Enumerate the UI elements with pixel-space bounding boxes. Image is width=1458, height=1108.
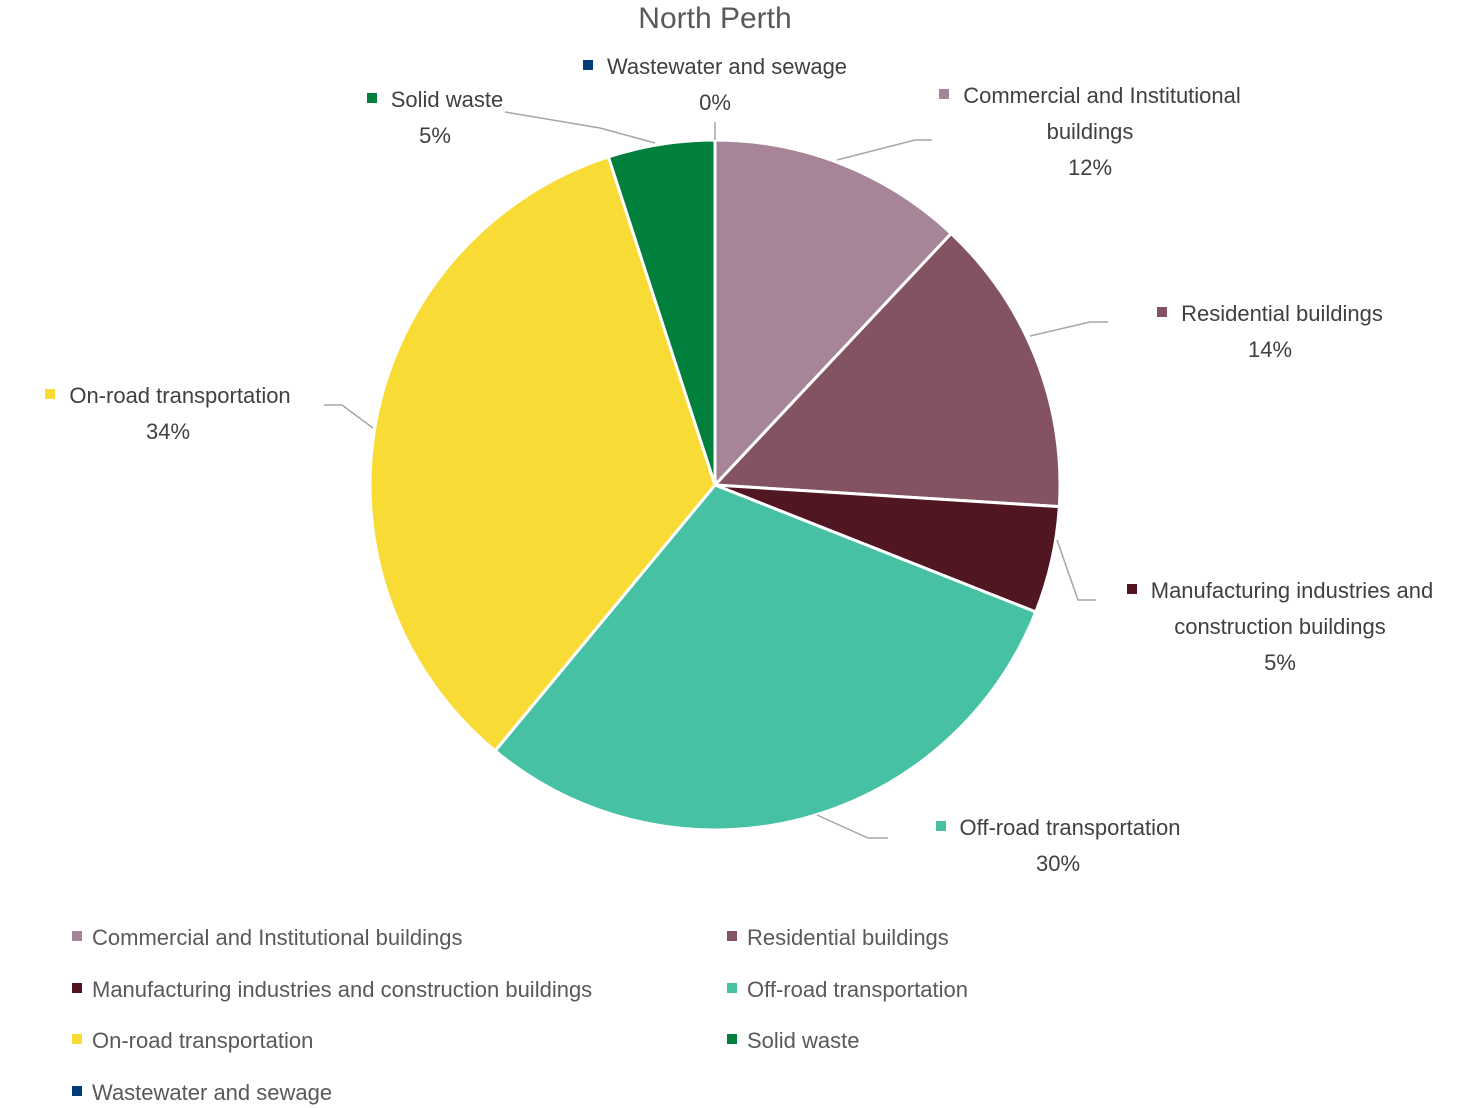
data-label-value: 12% [1067, 155, 1113, 180]
data-label: Off-road transportation 30% [888, 810, 1228, 882]
legend-marker [72, 931, 82, 942]
data-label-name: On-road transportation [69, 383, 291, 408]
legend-marker [72, 1085, 82, 1096]
data-label-name-line: Off-road transportation [888, 810, 1228, 846]
data-label-name-line: On-road transportation [0, 378, 336, 414]
data-label-name: Wastewater and sewage [606, 54, 848, 79]
leader-line [1029, 321, 1108, 337]
data-label-marker [582, 60, 593, 71]
data-label-name-line: Solid waste [330, 82, 540, 118]
legend-marker [727, 1034, 737, 1045]
data-label: Manufacturing industries and constructio… [1100, 573, 1458, 681]
legend-marker [727, 931, 737, 942]
legend-item: Off-road transportation [727, 975, 968, 1005]
leader-line [504, 111, 656, 144]
pie-slice [713, 138, 954, 489]
data-label-marker [45, 389, 56, 400]
legend-label: Wastewater and sewage [92, 1079, 333, 1105]
data-label-value: 5% [419, 123, 451, 148]
data-label: Residential buildings 14% [1105, 296, 1435, 368]
data-label-value: 5% [1264, 650, 1296, 675]
data-label-name-line: Wastewater and sewage [525, 49, 905, 85]
data-label: On-road transportation 34% [0, 378, 336, 450]
legend-item: Wastewater and sewage [72, 1078, 332, 1108]
data-label-value: 14% [1247, 337, 1293, 362]
data-label-name: Solid waste [390, 87, 504, 112]
legend-item: Manufacturing industries and constructio… [72, 975, 592, 1005]
data-label-name: Off-road transportation [959, 815, 1181, 840]
data-label: Wastewater and sewage 0% [525, 49, 905, 121]
data-label-name-line: Residential buildings [1105, 296, 1435, 332]
pie-slice [492, 483, 1038, 832]
legend-label: Residential buildings [747, 925, 949, 950]
legend-item: On-road transportation [72, 1026, 313, 1056]
pie-slice [711, 231, 1062, 509]
legend-label: Commercial and Institutional buildings [92, 925, 463, 950]
leader-line [324, 404, 374, 429]
legend-label: Off-road transportation [747, 976, 968, 1002]
data-label-marker [366, 93, 377, 104]
leader-line [816, 814, 888, 839]
data-label-marker [1126, 584, 1137, 595]
data-label-name: Residential buildings [1181, 301, 1383, 326]
legend-item: Commercial and Institutional buildings [72, 923, 463, 953]
data-label-name: Manufacturing industries and constructio… [1150, 578, 1434, 639]
pie-slice [368, 154, 717, 753]
legend-marker [72, 982, 82, 993]
data-label-name-line: Commercial and Institutional buildings [935, 78, 1245, 150]
legend-item: Residential buildings [727, 923, 949, 953]
legend-item: Solid waste [727, 1026, 860, 1056]
data-label: Commercial and Institutional buildings 12… [935, 78, 1245, 186]
data-label-value: 30% [1035, 851, 1081, 876]
leader-line [1056, 539, 1096, 601]
data-label-marker [1157, 307, 1168, 318]
legend-label: Manufacturing industries and constructio… [92, 976, 593, 1002]
data-label: Solid waste 5% [330, 82, 540, 154]
legend-label: On-road transportation [92, 1028, 314, 1053]
chart-title: North Perth [638, 2, 792, 35]
legend-marker [72, 1034, 82, 1045]
data-label-marker [939, 89, 950, 100]
legend-label: Solid waste [747, 1028, 860, 1053]
data-label-value: 0% [699, 90, 731, 115]
data-label-name: Commercial and Institutional buildings [963, 83, 1241, 144]
legend-marker [727, 982, 737, 993]
data-label-marker [935, 821, 946, 832]
leader-line [836, 139, 932, 161]
data-label-name-line: Manufacturing industries and constructio… [1100, 573, 1458, 645]
data-label-value: 34% [145, 419, 191, 444]
